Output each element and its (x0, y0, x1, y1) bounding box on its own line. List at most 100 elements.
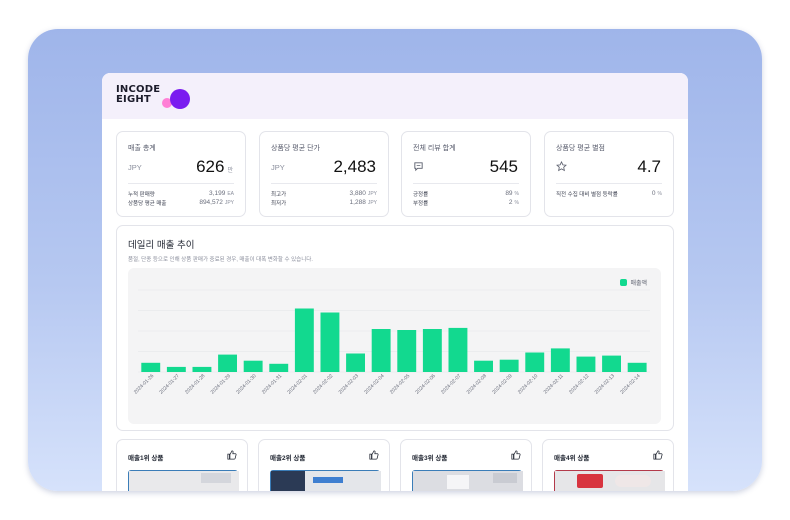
rank-card-4[interactable]: 매출4위 상품 (542, 439, 674, 491)
x-tick-label: 2024-02-01 (286, 373, 308, 395)
brand-logo[interactable]: INCODE EIGHT (116, 84, 190, 109)
comment-icon (413, 161, 424, 175)
bar-2024-02-09[interactable] (499, 359, 519, 372)
x-tick-label: 2024-02-12 (568, 373, 590, 395)
dashboard-content: 매출 총계 JPY 626 만 누적 판매량 3,199 EA 상품당 평균 매출 … (102, 119, 688, 491)
x-tick-label: 2024-01-29 (210, 373, 232, 395)
product-image[interactable] (412, 470, 523, 491)
bar-2024-01-28[interactable] (192, 366, 212, 372)
divider (128, 183, 234, 184)
stat-title: 매출 총계 (128, 145, 156, 152)
x-tick-label: 2024-02-04 (363, 373, 385, 395)
stat-card-reviews: 전체 리뷰 합계 545 긍정률 89% 부정률 2% (401, 131, 531, 217)
bar-2024-02-12[interactable] (576, 356, 596, 372)
bar-2024-02-08[interactable] (474, 360, 493, 372)
chart-legend[interactable]: 매출액 (620, 278, 647, 287)
thumbs-up-icon[interactable] (653, 450, 663, 462)
divider (413, 183, 519, 184)
x-tick-label: 2024-02-11 (543, 373, 565, 395)
stat-value: 626 만 (196, 157, 233, 176)
x-tick-label: 2024-02-08 (466, 373, 488, 395)
stat-sub-row: 최고가 3,880 JPY (271, 190, 377, 198)
x-tick-label: 2024-02-06 (414, 373, 436, 395)
rank-title: 매출3위 상품 (412, 455, 448, 462)
chart-title: 데일리 매출 추이 (128, 240, 195, 251)
rank-title: 매출2위 상품 (270, 455, 306, 462)
divider (556, 183, 662, 184)
stat-value: 545 (489, 157, 518, 176)
thumbs-up-icon[interactable] (369, 450, 379, 462)
product-image[interactable] (554, 470, 665, 491)
bar-2024-02-02[interactable] (320, 312, 340, 373)
rank-card-3[interactable]: 매출3위 상품 (400, 439, 532, 491)
x-tick-label: 2024-02-10 (517, 373, 539, 395)
bar-2024-02-03[interactable] (346, 353, 365, 372)
bar-2024-02-07[interactable] (448, 327, 468, 372)
x-tick-label: 2024-01-28 (184, 373, 206, 395)
x-tick-label: 2024-02-07 (440, 373, 462, 395)
x-tick-label: 2024-02-13 (594, 373, 616, 395)
stat-value: 4.7 (637, 157, 661, 176)
x-tick-label: 2024-02-14 (619, 373, 641, 395)
bar-2024-01-26[interactable] (141, 362, 161, 372)
stat-sub-row: 누적 판매량 3,199 EA (128, 190, 234, 198)
bar-2024-01-27[interactable] (166, 366, 186, 372)
rank-title: 매출4위 상품 (554, 455, 590, 462)
stat-title: 상품당 평균 단가 (271, 145, 320, 152)
x-tick-label: 2024-01-26 (133, 373, 155, 395)
stat-sub-row: 최저가 1,288 JPY (271, 199, 377, 207)
brand-line-2: EIGHT (116, 94, 151, 105)
brand-line-1: INCODE (116, 84, 161, 95)
x-tick-label: 2024-01-30 (235, 373, 257, 395)
daily-sales-chart-card: 데일리 매출 추이 품절, 단종 등으로 인해 상품 판매가 중료된 경우, 매… (116, 225, 674, 431)
logo-mark-icon (162, 89, 190, 113)
stat-value: 2,483 (333, 157, 376, 176)
x-tick-label: 2024-02-03 (338, 373, 360, 395)
product-image[interactable] (270, 470, 381, 491)
bar-2024-01-30[interactable] (243, 360, 263, 372)
stat-card-total-sales: 매출 총계 JPY 626 만 누적 판매량 3,199 EA 상품당 평균 매출 … (116, 131, 246, 217)
stat-sub-row: 부정률 2% (413, 199, 519, 207)
x-tick-label: 2024-01-27 (158, 373, 180, 395)
rank-card-1[interactable]: 매출1위 상품 (116, 439, 248, 491)
stat-card-avg-rating: 상품당 평균 별점 4.7 직전 수집 대비 별점 등락률 0% (544, 131, 674, 217)
thumbs-up-icon[interactable] (227, 450, 237, 462)
divider (271, 183, 377, 184)
stat-sub-row: 직전 수집 대비 별점 등락률 0% (556, 190, 662, 198)
product-image[interactable] (128, 470, 239, 491)
x-tick-label: 2024-02-05 (389, 373, 411, 395)
bar-2024-02-14[interactable] (627, 362, 647, 372)
rank-card-2[interactable]: 매출2위 상품 (258, 439, 390, 491)
legend-label: 매출액 (630, 281, 647, 287)
app-header: INCODE EIGHT (102, 73, 688, 119)
stat-sub-row: 긍정률 89% (413, 190, 519, 198)
x-tick-label: 2024-01-31 (261, 373, 283, 395)
bar-2024-01-29[interactable] (218, 354, 237, 372)
bar-2024-02-10[interactable] (525, 352, 545, 373)
stat-title: 전체 리뷰 합계 (413, 145, 456, 152)
x-tick-label: 2024-02-02 (312, 373, 334, 395)
bar-2024-02-05[interactable] (397, 330, 417, 372)
legend-swatch (620, 279, 628, 286)
device-frame: INCODE EIGHT 매출 총계 JPY 626 만 누적 판매량 3,199… (28, 29, 762, 491)
rank-title: 매출1위 상품 (128, 455, 164, 462)
chart-plot-area: 매출액 2024-01-26 2024-01-27 2024-01-28 2024-0… (128, 268, 661, 424)
chart-description: 품절, 단종 등으로 인해 상품 판매가 중료된 경우, 매출이 대폭 변화할 … (128, 257, 313, 263)
x-tick-label: 2024-02-09 (491, 373, 513, 395)
stat-unit: JPY (128, 163, 142, 172)
stat-card-avg-price: 상품당 평균 단가 JPY 2,483 최고가 3,880 JPY 최저가 1,2… (259, 131, 389, 217)
bar-2024-02-11[interactable] (550, 348, 570, 372)
star-icon (556, 160, 567, 175)
stat-sub-row: 상품당 평균 매출 894,572 JPY (128, 199, 234, 207)
bar-2024-02-13[interactable] (602, 355, 621, 372)
bar-2024-02-06[interactable] (422, 329, 442, 372)
bar-chart: 2024-01-26 2024-01-27 2024-01-28 2024-01-29… (133, 289, 650, 396)
stat-suffix: 만 (227, 168, 233, 174)
bar-2024-02-01[interactable] (294, 308, 314, 373)
bar-2024-02-04[interactable] (371, 329, 391, 372)
stat-unit: JPY (271, 163, 285, 172)
thumbs-up-icon[interactable] (511, 450, 521, 462)
bar-2024-01-31[interactable] (269, 363, 289, 372)
stat-title: 상품당 평균 별점 (556, 145, 605, 152)
dashboard-window: INCODE EIGHT 매출 총계 JPY 626 만 누적 판매량 3,199… (102, 73, 688, 491)
